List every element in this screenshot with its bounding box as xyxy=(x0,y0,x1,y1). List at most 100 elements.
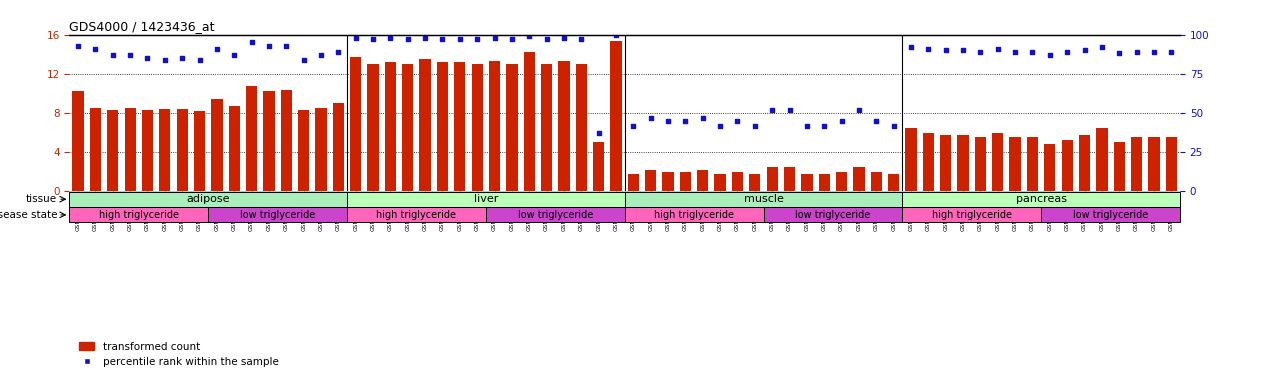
Bar xyxy=(940,134,952,191)
Point xyxy=(1022,49,1042,55)
Bar xyxy=(784,167,795,191)
Bar xyxy=(72,91,83,191)
FancyBboxPatch shape xyxy=(902,192,1180,207)
Bar xyxy=(298,110,309,191)
Point xyxy=(346,35,366,41)
Bar xyxy=(1027,137,1039,191)
Point xyxy=(189,56,209,63)
Bar xyxy=(1113,142,1124,191)
Point xyxy=(623,122,644,129)
Bar xyxy=(714,174,726,191)
Bar xyxy=(350,57,361,191)
Bar xyxy=(228,106,240,191)
Text: pancreas: pancreas xyxy=(1016,194,1066,204)
Text: muscle: muscle xyxy=(743,194,784,204)
Point xyxy=(363,36,384,42)
Point xyxy=(883,122,904,129)
Bar xyxy=(611,41,622,191)
Bar xyxy=(211,99,222,191)
Bar xyxy=(871,172,882,191)
Point xyxy=(780,107,800,113)
Point xyxy=(536,36,557,42)
Bar xyxy=(506,64,517,191)
Text: disease state: disease state xyxy=(0,210,57,220)
Bar xyxy=(958,134,969,191)
Text: low triglyceride: low triglyceride xyxy=(795,210,871,220)
FancyBboxPatch shape xyxy=(347,207,486,222)
Point xyxy=(1143,49,1164,55)
Bar xyxy=(524,52,535,191)
Point xyxy=(259,43,279,49)
Point xyxy=(935,47,955,53)
FancyBboxPatch shape xyxy=(69,207,208,222)
Point xyxy=(433,36,453,42)
FancyBboxPatch shape xyxy=(486,207,625,222)
Bar xyxy=(593,142,604,191)
Bar xyxy=(472,64,483,191)
Text: tissue: tissue xyxy=(27,194,57,204)
Bar xyxy=(750,174,761,191)
Bar xyxy=(419,59,430,191)
Bar xyxy=(454,62,466,191)
Point xyxy=(519,33,539,39)
FancyBboxPatch shape xyxy=(347,192,625,207)
Bar xyxy=(367,64,379,191)
Text: high triglyceride: high triglyceride xyxy=(376,210,457,220)
Point xyxy=(554,35,574,41)
FancyBboxPatch shape xyxy=(1041,207,1180,222)
Bar xyxy=(766,167,777,191)
Point xyxy=(1109,50,1129,56)
Bar xyxy=(1044,144,1055,191)
Bar xyxy=(645,170,656,191)
Bar xyxy=(177,109,188,191)
Bar xyxy=(385,62,396,191)
Point xyxy=(102,52,122,58)
Bar xyxy=(333,103,345,191)
Bar xyxy=(627,174,639,191)
Bar xyxy=(90,108,101,191)
Point xyxy=(310,52,331,58)
Text: low triglyceride: low triglyceride xyxy=(1073,210,1148,220)
Bar xyxy=(280,90,292,191)
Bar xyxy=(194,111,206,191)
Text: low triglyceride: low triglyceride xyxy=(240,210,316,220)
Point xyxy=(294,56,314,63)
Point xyxy=(606,31,626,38)
Bar xyxy=(159,109,170,191)
Bar xyxy=(663,172,674,191)
Point xyxy=(745,122,765,129)
Bar xyxy=(853,167,864,191)
Bar xyxy=(125,108,136,191)
Point xyxy=(241,39,261,45)
Point xyxy=(1074,47,1094,53)
Text: GDS4000 / 1423436_at: GDS4000 / 1423436_at xyxy=(69,20,215,33)
Bar xyxy=(316,108,327,191)
Bar xyxy=(1010,137,1021,191)
Bar xyxy=(1131,137,1142,191)
Point xyxy=(796,122,817,129)
Bar xyxy=(437,62,448,191)
Point xyxy=(155,56,175,63)
Point xyxy=(207,46,227,52)
Point xyxy=(588,130,608,136)
FancyBboxPatch shape xyxy=(625,192,902,207)
Bar xyxy=(1166,137,1177,191)
Bar xyxy=(974,137,986,191)
Point xyxy=(675,118,695,124)
Point xyxy=(398,36,418,42)
Point xyxy=(849,107,870,113)
Point xyxy=(225,52,245,58)
FancyBboxPatch shape xyxy=(902,207,1041,222)
Bar xyxy=(558,61,569,191)
Bar xyxy=(488,61,500,191)
Bar xyxy=(1148,137,1160,191)
Point xyxy=(832,118,852,124)
Point xyxy=(1161,49,1181,55)
Point xyxy=(449,36,469,42)
Text: low triglyceride: low triglyceride xyxy=(517,210,593,220)
Point xyxy=(762,107,782,113)
Point xyxy=(415,35,435,41)
FancyBboxPatch shape xyxy=(208,207,347,222)
Bar xyxy=(107,110,119,191)
Point xyxy=(1127,49,1147,55)
